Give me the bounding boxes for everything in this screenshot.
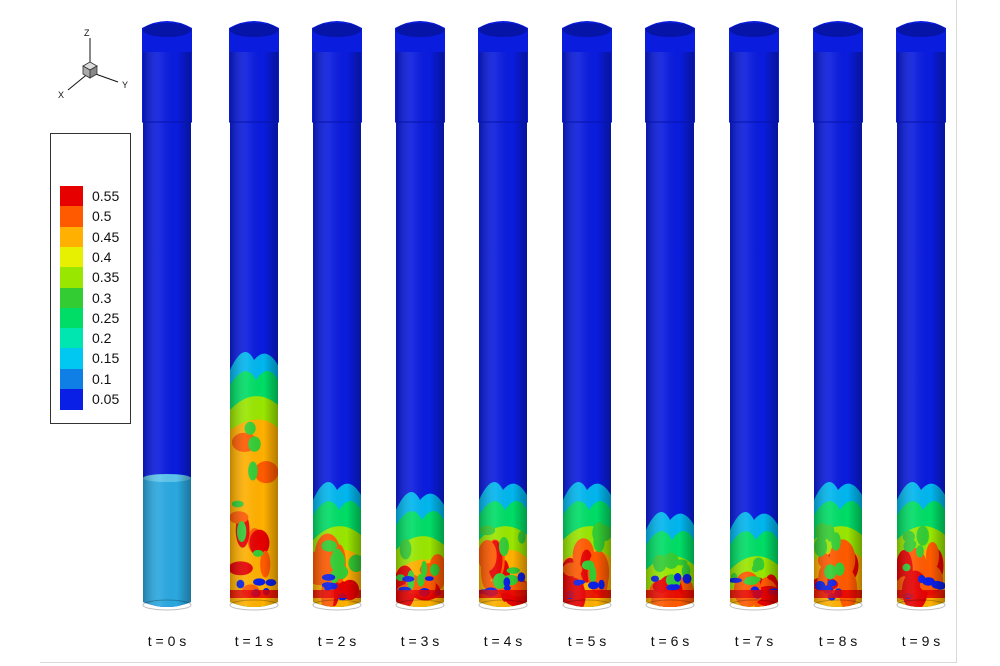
column-shading [143, 52, 191, 607]
legend-value-label: 0.35 [92, 269, 120, 286]
legend-value-label: 0.4 [92, 248, 112, 265]
column-top-cap [230, 23, 278, 37]
column-base-rim [229, 599, 279, 611]
legend-value-label: 0.05 [92, 391, 120, 407]
legend-swatch [60, 287, 83, 309]
legend-swatch [60, 226, 83, 248]
frame-divider-bottom [40, 662, 957, 663]
legend-swatch [60, 267, 83, 289]
legend-entry: 0.45 [60, 226, 130, 248]
contour-legend: 0.55 0.5 0.45 0.4 0.35 0.3 0.25 0.2 0.15 0.1 0.05 [50, 133, 131, 424]
time-label: t = 7 s [734, 633, 774, 649]
column-shading [897, 52, 945, 607]
column-base-rim [729, 599, 779, 611]
time-label: t = 6 s [650, 633, 690, 649]
axes-triad-icon: Z Y X [58, 28, 128, 100]
riser-column [896, 21, 946, 611]
column-shading [646, 52, 694, 607]
column-shading [230, 52, 278, 607]
column-base-rim [813, 599, 863, 611]
axis-x-label: X [58, 90, 64, 100]
legend-entry: 0.05 [60, 389, 130, 410]
column-top-cap [396, 23, 444, 37]
time-label: t = 3 s [400, 633, 440, 649]
riser-column [813, 21, 863, 611]
time-label: t = 9 s [901, 633, 941, 649]
legend-entry: 0.3 [60, 287, 130, 309]
legend-entry: 0.4 [60, 246, 130, 268]
column-shading [396, 52, 444, 607]
legend-swatch [60, 348, 83, 370]
legend-swatch [60, 368, 83, 390]
column-base-rim [645, 599, 695, 611]
time-label: t = 0 s [147, 633, 187, 649]
time-label: t = 1 s [234, 633, 274, 649]
legend-entry: 0.55 [60, 186, 130, 207]
axis-y-label: Y [122, 80, 128, 90]
column-base-rim [896, 599, 946, 611]
column-top-cap [814, 23, 862, 37]
legend-entry: 0.35 [60, 267, 130, 289]
legend-entry: 0.1 [60, 368, 130, 390]
time-label: t = 4 s [483, 633, 523, 649]
column-shading [730, 52, 778, 607]
legend-value-label: 0.3 [92, 289, 112, 306]
legend-entry: 0.5 [60, 206, 130, 228]
legend-swatch [60, 389, 83, 410]
legend-swatch [60, 206, 83, 228]
column-top-cap [730, 23, 778, 37]
column-top-cap [313, 23, 361, 37]
legend-value-label: 0.45 [92, 228, 120, 245]
column-shading [814, 52, 862, 607]
time-label: t = 8 s [818, 633, 858, 649]
column-shading [479, 52, 527, 607]
column-shading [563, 52, 611, 607]
column-base-rim [478, 599, 528, 611]
time-label: t = 5 s [567, 633, 607, 649]
riser-column [729, 21, 779, 611]
column-top-cap [563, 23, 611, 37]
riser-column [645, 21, 695, 611]
column-shading [313, 52, 361, 607]
legend-swatch [60, 328, 83, 350]
column-top-cap [897, 23, 945, 37]
riser-column [142, 21, 192, 611]
column-top-cap [479, 23, 527, 37]
legend-entry: 0.15 [60, 348, 130, 370]
riser-column [312, 21, 362, 611]
legend-value-label: 0.25 [92, 309, 120, 326]
column-base-rim [562, 599, 612, 611]
column-top-cap [646, 23, 694, 37]
legend-value-label: 0.15 [92, 350, 120, 367]
time-label: t = 2 s [317, 633, 357, 649]
riser-column [395, 21, 445, 611]
legend-value-label: 0.5 [92, 208, 112, 225]
legend-value-label: 0.1 [92, 370, 112, 387]
riser-column [229, 21, 279, 611]
riser-column [562, 21, 612, 611]
axis-z-label: Z [84, 28, 90, 38]
legend-swatch [60, 186, 83, 207]
legend-value-label: 0.2 [92, 330, 112, 347]
legend-entry: 0.2 [60, 328, 130, 350]
legend-swatch [60, 307, 83, 329]
column-top-cap [143, 23, 191, 37]
frame-divider-right [956, 0, 957, 662]
legend-entry: 0.25 [60, 307, 130, 329]
column-base-rim [142, 599, 192, 611]
column-base-rim [395, 599, 445, 611]
column-base-rim [312, 599, 362, 611]
legend-value-label: 0.55 [92, 188, 120, 204]
riser-column [478, 21, 528, 611]
legend-swatch [60, 246, 83, 268]
